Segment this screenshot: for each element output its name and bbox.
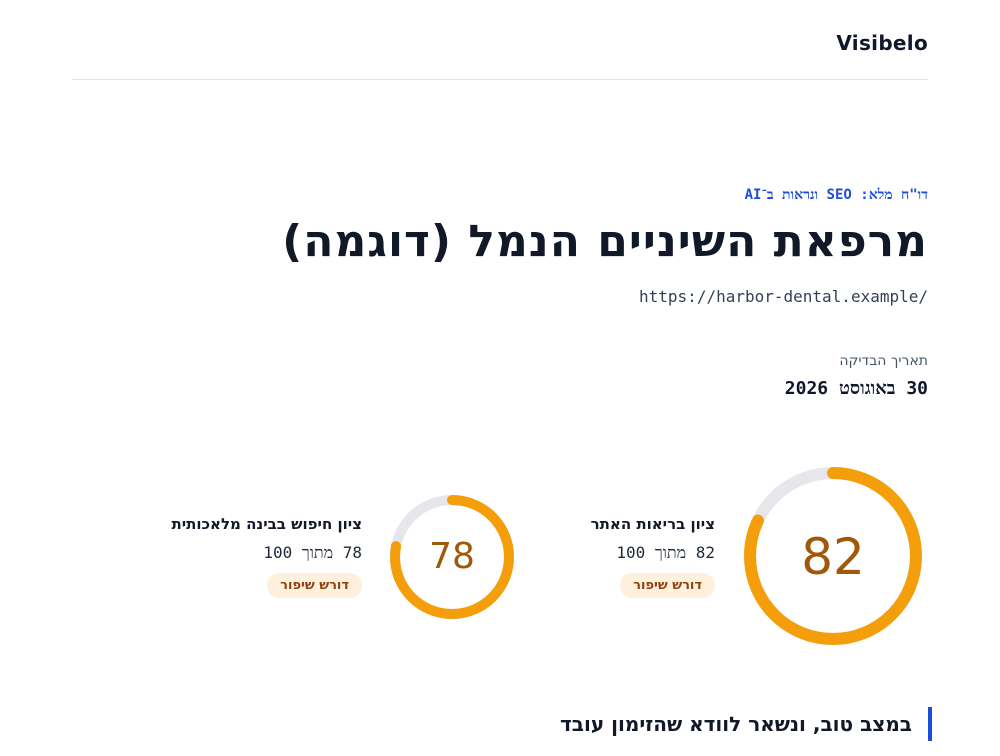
ai-ring-progress xyxy=(390,495,514,619)
report-eyebrow: דו"ח מלא: SEO ונראות ב־AI xyxy=(744,187,928,203)
health-score-label: ציון בריאות האתר xyxy=(590,515,715,533)
health-score-ring: 82 xyxy=(742,465,924,647)
brand-logo[interactable]: Visibelo xyxy=(836,31,928,55)
ai-status-badge: דורש שיפור xyxy=(267,573,362,598)
health-score-value: 82 xyxy=(801,528,865,586)
site-header: Visibelo xyxy=(72,0,928,80)
ai-score-info: ציון חיפוש בבינה מלאכותית 78 מתוך 100 דו… xyxy=(171,515,362,598)
summary-callout: במצב טוב, ונשאר לוודא שהזימון עובד xyxy=(560,707,932,741)
health-score-info: ציון בריאות האתר 82 מתוך 100 דורש שיפור xyxy=(591,515,715,598)
site-url: https://harbor-dental.example/ xyxy=(639,287,928,306)
health-status-badge: דורש שיפור xyxy=(620,573,715,598)
health-score-outof: 82 מתוך 100 xyxy=(616,543,715,562)
health-ring-progress xyxy=(744,467,922,645)
ai-score-value: 78 xyxy=(429,536,475,577)
ai-score-outof: 78 מתוך 100 xyxy=(263,543,362,562)
ai-score-label: ציון חיפוש בבינה מלאכותית xyxy=(171,515,362,533)
page-title: מרפאת השיניים הנמל (דוגמה) xyxy=(282,216,928,267)
check-date-value: 30 באוגוסט 2026 xyxy=(784,378,928,399)
ai-score-ring: 78 xyxy=(389,494,515,620)
check-date-label: תאריך הבדיקה xyxy=(839,353,928,369)
